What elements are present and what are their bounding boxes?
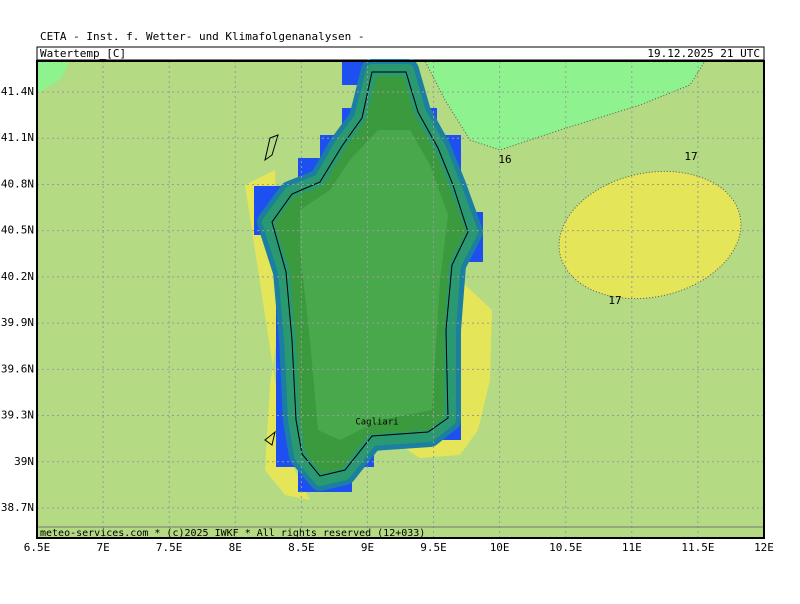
map-area: 16 17 17 Cagliari meteo-services.com * (…: [36, 59, 765, 539]
lat-tick-label: 39.6N: [1, 362, 34, 375]
warm-region: [245, 170, 310, 500]
lon-tick-label: 8E: [229, 541, 242, 554]
lat-tick-label: 41.4N: [1, 85, 34, 98]
lon-tick-label: 7E: [96, 541, 109, 554]
lon-tick-label: 10.5E: [549, 541, 582, 554]
lat-tick-label: 40.8N: [1, 177, 34, 190]
contour-label: 16: [498, 153, 511, 166]
warm-region: [558, 170, 742, 300]
footer: meteo-services.com * (c)2025 IWKF * All …: [40, 528, 425, 539]
map-frame: [36, 60, 765, 539]
lon-tick-label: 12E: [754, 541, 774, 554]
lat-tick-label: 39.9N: [1, 316, 34, 329]
lat-tick-label: 40.2N: [1, 270, 34, 283]
coastline: [271, 71, 469, 477]
lon-tick-label: 10E: [490, 541, 510, 554]
place-label: Cagliari: [355, 418, 398, 428]
cold-region: [424, 60, 706, 151]
header-title: CETA - Inst. f. Wetter- und Klimafolgena…: [40, 30, 365, 43]
cold-region: [37, 61, 70, 92]
lon-tick-label: 9.5E: [420, 541, 447, 554]
contour-label: 17: [684, 150, 697, 163]
lon-tick-label: 8.5E: [288, 541, 315, 554]
lon-tick-label: 11E: [622, 541, 642, 554]
lon-tick-label: 11.5E: [681, 541, 714, 554]
lon-tick-label: 9E: [361, 541, 374, 554]
island-core: [300, 130, 448, 440]
lat-tick-label: 39N: [14, 455, 34, 468]
lat-tick-label: 39.3N: [1, 409, 34, 422]
variable: Watertemp_[C]: [40, 47, 126, 60]
lon-tick-label: 6.5E: [24, 541, 51, 554]
lat-tick-label: 41.1N: [1, 131, 34, 144]
coastline: [264, 134, 279, 446]
lat-tick-label: 38.7N: [1, 501, 34, 514]
contour-label: 17: [608, 294, 621, 307]
valid-time: 19.12.2025 21 UTC: [647, 47, 760, 60]
lon-tick-label: 7.5E: [156, 541, 183, 554]
lat-tick-label: 40.5N: [1, 224, 34, 237]
